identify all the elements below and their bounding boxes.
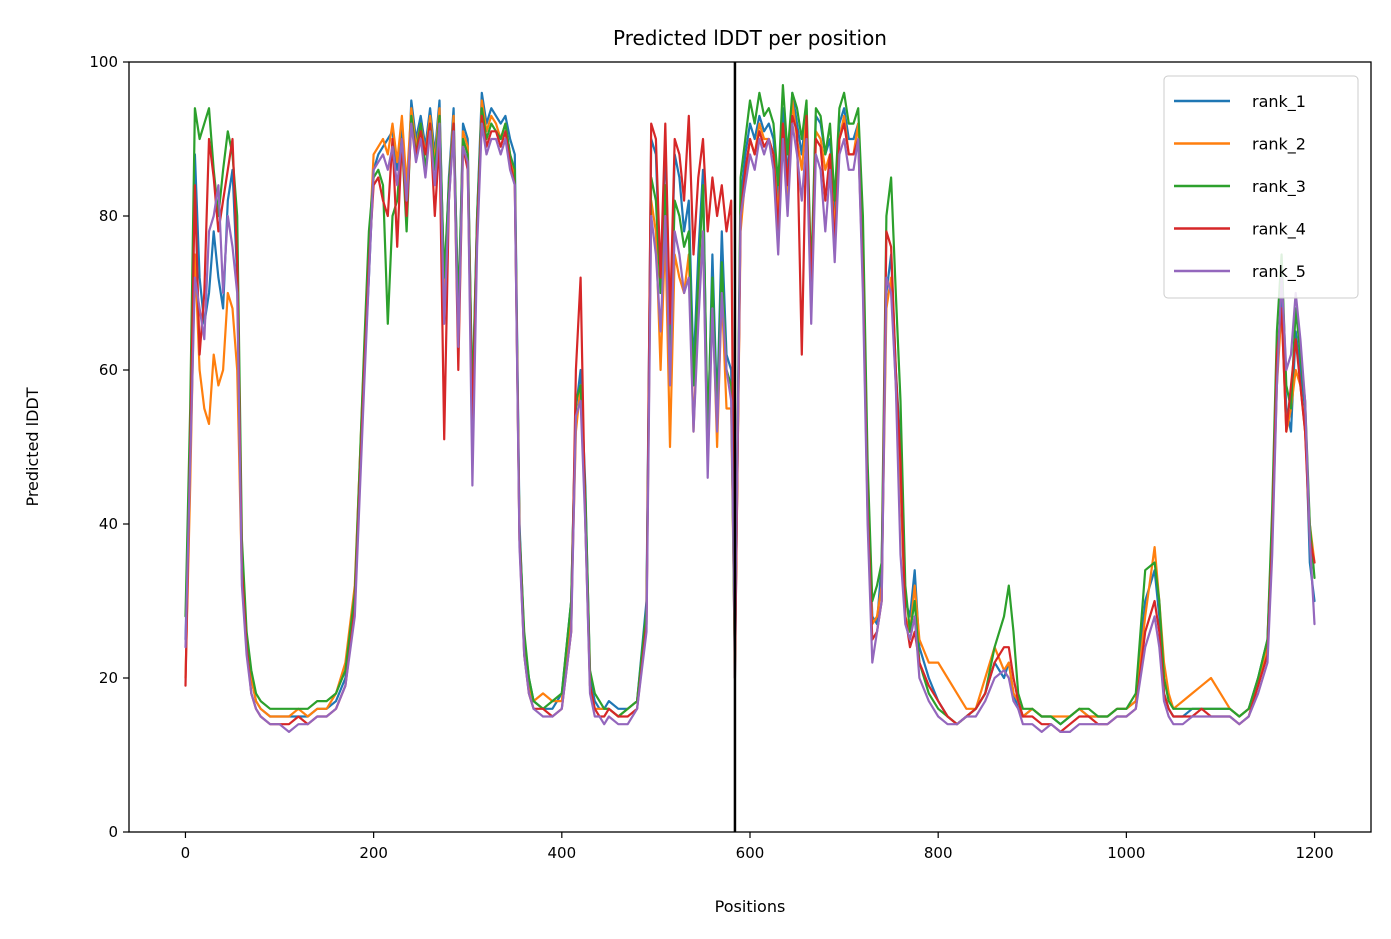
y-tick-label: 20 <box>99 669 118 687</box>
legend-label-rank_2: rank_2 <box>1252 135 1306 155</box>
x-axis: 0 200 400 600 800 1000 1200 <box>181 832 1334 862</box>
x-tick-label: 1200 <box>1295 844 1333 862</box>
y-axis-title: Predicted lDDT <box>23 387 42 506</box>
x-tick-label: 200 <box>359 844 388 862</box>
y-tick-label: 0 <box>108 823 118 841</box>
y-tick-label: 80 <box>99 207 118 225</box>
x-axis-title: Positions <box>715 897 786 916</box>
series-line-rank_4 <box>184 114 1316 734</box>
y-tick-label: 40 <box>99 515 118 533</box>
y-tick-label: 100 <box>89 53 118 71</box>
legend: rank_1 rank_2 rank_3 rank_4 rank_5 <box>1163 75 1359 299</box>
chart-title: Predicted lDDT per position <box>613 26 887 50</box>
x-tick-label: 800 <box>924 844 953 862</box>
legend-label-rank_1: rank_1 <box>1252 92 1306 112</box>
y-tick-label: 60 <box>99 361 118 379</box>
y-axis: 0 20 40 60 80 100 <box>89 53 129 841</box>
legend-label-rank_4: rank_4 <box>1252 220 1306 240</box>
legend-box <box>1163 75 1359 299</box>
x-tick-label: 400 <box>547 844 576 862</box>
x-tick-label: 600 <box>736 844 765 862</box>
x-tick-label: 0 <box>181 844 191 862</box>
legend-items: rank_1 rank_2 rank_3 rank_4 rank_5 <box>1174 92 1306 282</box>
series-line-rank_2 <box>184 99 1316 718</box>
series-layer <box>184 83 1316 734</box>
series-line-rank_5 <box>184 122 1316 734</box>
x-tick-label: 1000 <box>1107 844 1145 862</box>
legend-label-rank_3: rank_3 <box>1252 177 1306 197</box>
legend-label-rank_5: rank_5 <box>1252 262 1306 282</box>
